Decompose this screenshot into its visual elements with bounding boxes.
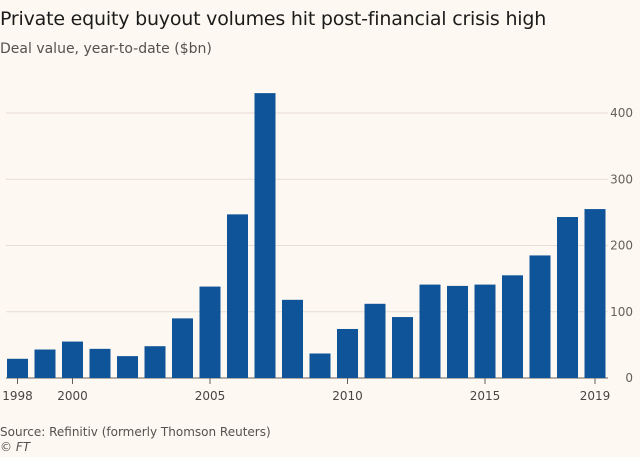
y-tick-label: 300	[610, 172, 633, 186]
bars	[7, 93, 606, 378]
x-tick-label: 2015	[470, 389, 501, 403]
bar-2000	[62, 341, 83, 378]
bar-2019	[584, 209, 606, 378]
y-axis-ticks: 0 100 200 300 400	[610, 106, 633, 385]
chart-subtitle: Deal value, year-to-date ($bn)	[0, 41, 212, 57]
x-axis-ticks: 1998 2000 2005 2010 2015 2019	[2, 378, 610, 403]
x-tick-label: 2019	[580, 389, 611, 403]
y-tick-label: 100	[610, 305, 633, 319]
bar-1998	[7, 358, 28, 378]
x-tick-label: 1998	[2, 389, 33, 403]
y-tick-label: 200	[610, 239, 633, 253]
bar-2012	[392, 317, 413, 378]
bar-2002	[117, 356, 138, 378]
bar-1999	[34, 349, 56, 378]
bar-2014	[447, 285, 468, 378]
bar-2008	[282, 299, 303, 378]
bar-2018	[557, 217, 578, 378]
x-tick-label: 2010	[332, 389, 363, 403]
source-note: Source: Refinitiv (formerly Thomson Reut…	[0, 425, 271, 439]
x-tick-label: 2005	[195, 389, 226, 403]
y-tick-label: 400	[610, 106, 633, 120]
copyright-note: © FT	[0, 440, 31, 454]
bar-2007	[254, 93, 276, 378]
bar-2005	[199, 286, 221, 378]
y-tick-label: 0	[625, 371, 633, 385]
bar-2006	[227, 214, 248, 378]
bar-2016	[502, 275, 523, 378]
bar-2001	[89, 348, 111, 378]
bar-2017	[529, 255, 551, 378]
bar-2010	[337, 328, 358, 378]
chart-title: Private equity buyout volumes hit post-f…	[0, 8, 547, 30]
bar-2011	[364, 303, 386, 378]
bar-2004	[172, 318, 193, 378]
bar-2013	[419, 284, 441, 378]
bar-2003	[144, 346, 166, 378]
x-tick-label: 2000	[57, 389, 88, 403]
bar-2009	[309, 353, 331, 378]
bar-2015	[474, 284, 496, 378]
